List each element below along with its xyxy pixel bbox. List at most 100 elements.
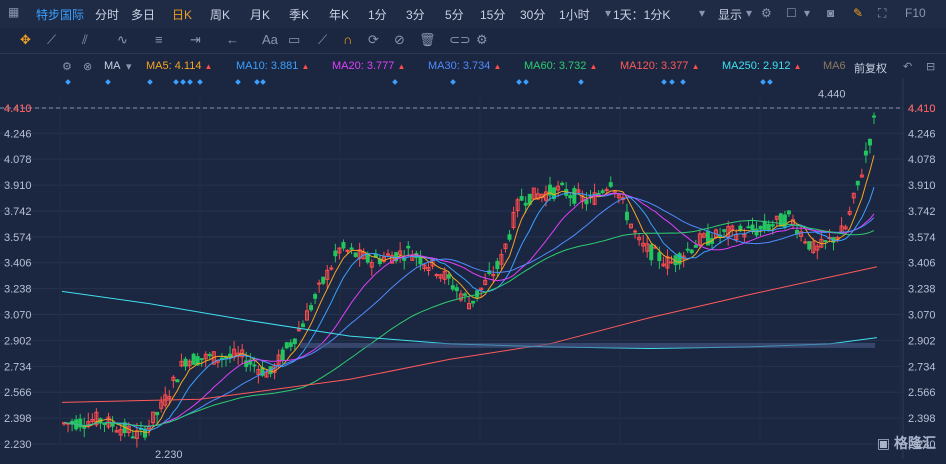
highlight-band <box>300 342 875 348</box>
candle-body <box>386 253 390 256</box>
candle-body <box>548 184 552 196</box>
tab-1day-1min[interactable]: 1天：1分K <box>613 8 671 22</box>
kline-chart[interactable]: 4.410 4.410 4.246 4.246 4.078 4.078 3.910 3.910… <box>0 78 946 461</box>
event-marker-icon <box>578 79 584 85</box>
ma120-label: MA120: 3.377 ▲ <box>620 60 699 72</box>
brand-icon: ▣ <box>876 435 891 451</box>
candle-body <box>778 213 783 227</box>
f10-button[interactable]: F10 <box>905 6 926 20</box>
candle-body <box>167 395 172 400</box>
tab-5fen[interactable]: 5分 <box>445 8 464 22</box>
ma20-text: MA20: 3.777 <box>332 60 395 72</box>
event-marker-icon <box>669 79 675 85</box>
candle-body <box>86 421 91 428</box>
tab-fenshi[interactable]: 分时 <box>95 8 120 22</box>
candle-body <box>600 190 605 194</box>
ma60-text: MA60: 3.732 <box>524 60 587 72</box>
y-tick-label-left: 2.566 <box>4 387 32 399</box>
brand-logo: ▣ 格隆汇 <box>877 433 936 453</box>
tab-niank[interactable]: 年K <box>329 8 350 22</box>
undo-icon[interactable]: ↶ <box>903 61 913 73</box>
chevron-down-icon[interactable]: ▾ <box>126 61 132 73</box>
chevron-down-icon[interactable]: ▾ <box>699 6 706 20</box>
candle-body <box>418 256 423 265</box>
ma10-label: MA10: 3.881 ▲ <box>236 60 309 72</box>
range-tool-icon[interactable]: ⇥ <box>190 32 201 47</box>
period-bar: ▦ 特步国际 分时 多日 日K 周K 月K 季K 年K 1分 3分 5分 15分… <box>0 0 946 29</box>
display-menu[interactable]: 显示 <box>718 8 743 22</box>
y-tick-label-left: 3.910 <box>4 180 32 192</box>
candle-body <box>661 263 666 267</box>
candle-body <box>823 240 828 243</box>
event-marker-icon <box>450 79 456 85</box>
candle-body <box>373 253 378 258</box>
magnet-icon[interactable]: ∩ <box>343 32 353 47</box>
camera-icon[interactable]: ◙ <box>827 6 835 20</box>
tab-rik[interactable]: 日K <box>172 8 193 22</box>
grid-icon[interactable]: ▦ <box>8 5 20 19</box>
ruler-icon[interactable]: ⟋ <box>318 32 328 47</box>
line-tool-icon[interactable]: ⟋ <box>47 32 57 47</box>
expand-icon[interactable]: ⛶ <box>878 6 887 20</box>
tab-30fen[interactable]: 30分 <box>520 8 546 22</box>
arrow-tool-icon[interactable]: ← <box>226 32 239 47</box>
candle-body <box>576 189 581 193</box>
note-tool-icon[interactable]: ▭ <box>288 32 301 47</box>
ma30-label: MA30: 3.734 ▲ <box>428 60 501 72</box>
chevron-down-icon[interactable]: ▾ <box>746 6 753 20</box>
settings-icon[interactable]: ⚙ <box>62 61 72 73</box>
crosshair-icon[interactable]: ✥ <box>20 32 31 47</box>
pencil-icon[interactable]: ✎ <box>853 6 864 20</box>
y-tick-label-right: 2.230 <box>908 439 936 451</box>
link-icon[interactable]: ⊂⊃ <box>449 32 471 47</box>
hide-icon[interactable]: ⊘ <box>394 32 405 47</box>
candle-body <box>78 418 83 428</box>
tab-duori[interactable]: 多日 <box>131 8 156 22</box>
text-tool-icon[interactable]: Aa <box>262 32 278 47</box>
candle-body <box>657 252 662 262</box>
tab-zhouk[interactable]: 周K <box>210 8 231 22</box>
chevron-down-icon[interactable]: ▾ <box>605 6 612 20</box>
source-label[interactable]: 特步国际 <box>36 8 85 22</box>
event-marker-icon <box>180 79 186 85</box>
tab-jik[interactable]: 季K <box>289 8 310 22</box>
settings-icon[interactable]: ⚙ <box>476 32 488 47</box>
tab-1hour[interactable]: 1小时 <box>559 8 590 22</box>
collapse-icon[interactable]: ⊟ <box>926 61 936 73</box>
candle-body <box>685 248 690 251</box>
chart-canvas[interactable]: 4.410 4.410 4.246 4.246 4.078 4.078 3.910 3.910… <box>0 78 946 461</box>
tab-3fen[interactable]: 3分 <box>406 8 425 22</box>
settings-icon[interactable]: ⚙ <box>761 6 772 20</box>
trash-icon[interactable]: 🗑 <box>419 32 436 47</box>
fib-tool-icon[interactable]: ≡ <box>155 32 163 47</box>
drawing-toolbar: ✥ ⟋ ⫽ ∿ ≡ ⇥ ← Aa ▭ ⟋ ∩ ⟳ ⊘ 🗑 ⊂⊃ ⚙ <box>0 28 946 54</box>
channel-tool-icon[interactable]: ⫽ <box>82 32 88 47</box>
candle-body <box>390 255 395 264</box>
close-icon[interactable]: ⊗ <box>83 61 93 73</box>
candle-body <box>438 274 443 279</box>
candle-body <box>847 210 852 215</box>
candle-body <box>742 233 747 238</box>
indicator-type[interactable]: MA <box>104 60 121 72</box>
chevron-down-icon[interactable]: ▾ <box>804 6 811 20</box>
candle-body <box>669 261 674 264</box>
candle-body <box>410 255 415 261</box>
checkbox-icon[interactable]: ☐ <box>786 6 797 20</box>
y-tick-label-right: 3.742 <box>908 206 936 218</box>
tab-1fen[interactable]: 1分 <box>368 8 387 22</box>
last-price-label-right: 4.410 <box>908 103 936 115</box>
candle-body <box>750 224 755 231</box>
candle-body <box>799 231 804 237</box>
sync-icon[interactable]: ⟳ <box>368 32 379 47</box>
wave-tool-icon[interactable]: ∿ <box>117 32 128 47</box>
ma30-text: MA30: 3.734 <box>428 60 491 72</box>
tab-15fen[interactable]: 15分 <box>480 8 506 22</box>
candle-body <box>450 285 455 290</box>
candle-body <box>252 364 257 367</box>
adjust-label[interactable]: 前复权 <box>854 63 887 75</box>
candle-body <box>872 115 876 118</box>
y-tick-label-left: 4.246 <box>4 128 32 140</box>
ma-line-120 <box>61 266 878 403</box>
tab-yuek[interactable]: 月K <box>250 8 271 22</box>
candle-body <box>677 253 682 265</box>
